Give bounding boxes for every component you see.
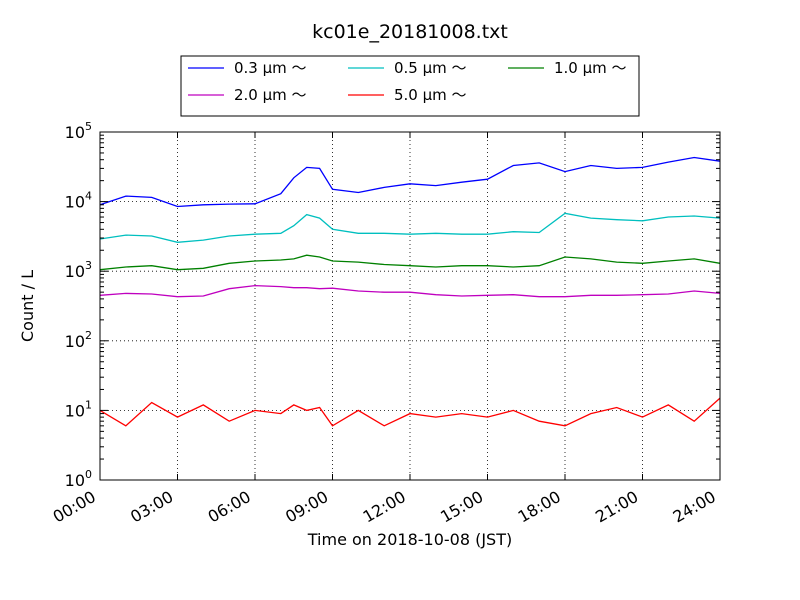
- x-tick-label: 09:00: [282, 487, 331, 527]
- series-line-1: [99, 212, 721, 243]
- series-layer: [99, 156, 721, 427]
- y-axis-label: Count / L: [18, 270, 37, 342]
- y-tick-label: 105: [65, 120, 92, 142]
- legend-box: [180, 55, 640, 117]
- series-line-4: [99, 397, 721, 427]
- tick-labels-layer: 00:00 03:00 06:00 09:00 12:00 15:00 18:00 21:00…: [50, 120, 719, 527]
- chart-title: kc01e_20181008.txt: [312, 21, 508, 43]
- y-tick-label: 102: [65, 329, 92, 351]
- y-tick-label: 104: [65, 190, 92, 212]
- y-tick-label: 101: [65, 398, 92, 420]
- y-tick-label: 103: [65, 259, 92, 281]
- x-tick-label: 03:00: [127, 487, 176, 527]
- x-axis-label: Time on 2018-10-08 (JST): [307, 530, 512, 549]
- x-tick-label: 00:00: [50, 487, 99, 527]
- legend-label-4: 5.0 μm ～: [394, 86, 467, 104]
- y-tick-label: 100: [65, 468, 92, 490]
- legend-label-0: 0.3 μm ～: [234, 59, 307, 77]
- x-tick-label: 21:00: [592, 487, 641, 527]
- series-line-0: [99, 156, 721, 208]
- x-tick-label: 18:00: [515, 487, 564, 527]
- grid-layer: [100, 132, 720, 480]
- ticks-layer: [99, 131, 721, 481]
- legend: 0.3 μm ～ 0.5 μm ～ 1.0 μm ～ 2.0 μm ～ 5.0 μm ～: [180, 55, 640, 117]
- x-tick-label: 15:00: [437, 487, 486, 527]
- legend-label-1: 0.5 μm ～: [394, 59, 467, 77]
- x-tick-label: 24:00: [670, 487, 719, 527]
- series-line-2: [99, 254, 721, 271]
- legend-label-2: 1.0 μm ～: [554, 59, 627, 77]
- x-tick-label: 06:00: [205, 487, 254, 527]
- x-tick-label: 12:00: [360, 487, 409, 527]
- series-line-3: [99, 284, 721, 298]
- legend-label-3: 2.0 μm ～: [234, 86, 307, 104]
